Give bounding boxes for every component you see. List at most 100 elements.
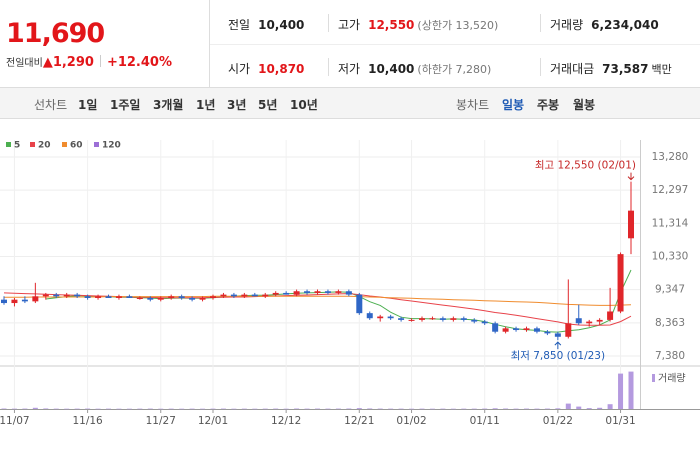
candle-body [147, 297, 154, 300]
quote-cell: 거래대금 73,587 백만 [550, 60, 672, 77]
candle-body [272, 292, 279, 295]
quote-label: 고가 [338, 18, 361, 32]
tab[interactable]: 5년 [258, 98, 278, 112]
legend-label: 5 [14, 141, 20, 151]
volume-bar [555, 408, 561, 409]
candle-body [84, 296, 91, 298]
volume-bar [576, 406, 582, 409]
candle-body [345, 291, 352, 295]
candle-body [230, 294, 237, 297]
volume-bar [440, 408, 446, 410]
volume-bar [597, 407, 603, 409]
volume-bar [534, 408, 540, 410]
candle-body [95, 296, 102, 298]
y-tick-label: 12,297 [652, 184, 689, 196]
tab[interactable]: 일봉 [502, 98, 525, 112]
candle-body [21, 299, 28, 302]
quote-label: 거래량 [550, 18, 584, 32]
tab[interactable]: 3개월 [153, 98, 184, 112]
low-annotation: 최저 7,850 (01/23) [511, 350, 606, 362]
quote-label: 저가 [338, 62, 361, 76]
candle-body [63, 294, 70, 297]
volume-bar [116, 408, 122, 410]
tab-group-label: 봉차트 [456, 98, 490, 112]
y-tick-label: 11,314 [652, 217, 689, 229]
volume-bar [607, 404, 613, 409]
volume-bar [168, 408, 174, 410]
quote-label: 전일 [228, 18, 251, 32]
volume-label: 거래량 [658, 373, 686, 385]
candle-body [356, 294, 363, 314]
candle-body [42, 294, 49, 297]
volume-bar [461, 408, 467, 410]
candle-body [11, 299, 18, 304]
quote-value: 73,587 [602, 62, 649, 76]
change-value: 1,290 [52, 55, 94, 70]
volume-bar [450, 408, 456, 410]
candle-body [523, 328, 530, 331]
volume-bar [210, 408, 216, 410]
quote-cell: 시가 10,870 [228, 60, 304, 77]
candle-body [596, 319, 603, 322]
quote-label: 거래대금 [550, 62, 595, 76]
candle-body [168, 296, 175, 298]
quote-value: 12,550 [368, 18, 415, 32]
volume-bar [95, 408, 101, 410]
quote-note: 백만 [651, 63, 672, 76]
y-tick-label: 10,330 [652, 251, 689, 263]
tab[interactable]: 1주일 [110, 98, 141, 112]
tab[interactable]: 1년 [196, 98, 216, 112]
tab-group-label: 선차트 [34, 98, 68, 112]
x-tick-label: 12/21 [344, 415, 374, 427]
candle-body [105, 296, 112, 298]
tab[interactable]: 10년 [290, 98, 318, 112]
quote-header: 11,690 전일대비▲1,290 +12.40% 전일 10,400 고가 12,5… [0, 0, 700, 88]
candle-body [460, 318, 467, 320]
candle-body [628, 210, 634, 239]
change-pct: +12.40% [106, 55, 172, 70]
candle-body [324, 291, 331, 293]
volume-bar [85, 408, 91, 410]
volume-bar [356, 408, 362, 409]
candle-body [565, 323, 572, 337]
tab[interactable]: 주봉 [537, 98, 560, 112]
candle-body [429, 318, 436, 320]
volume-bar [179, 408, 185, 410]
tab[interactable]: 월봉 [573, 98, 596, 112]
volume-bar [325, 408, 331, 410]
high-annotation: 최고 12,550 (02/01) [535, 160, 636, 172]
y-tick-label: 9,347 [655, 284, 685, 296]
tab[interactable]: 1일 [78, 98, 98, 112]
volume-bar [1, 408, 7, 410]
volume-bar [64, 408, 70, 410]
volume-bar [377, 408, 383, 410]
candle-body [419, 318, 425, 320]
volume-bar [106, 408, 111, 410]
volume-bar [53, 408, 59, 410]
candle-body [586, 321, 593, 324]
y-tick-label: 8,363 [655, 317, 685, 329]
candle-body [262, 294, 269, 297]
volume-bar [200, 408, 206, 410]
x-tick-label: 01/02 [396, 415, 426, 427]
candle-body [544, 331, 551, 334]
volume-bar [22, 408, 28, 410]
candle-body [283, 292, 290, 295]
volume-bar [74, 408, 80, 410]
y-tick-label: 7,380 [655, 350, 685, 362]
tab[interactable]: 3년 [227, 98, 247, 112]
volume-bar [158, 408, 164, 410]
candle-body [136, 297, 143, 299]
candle-body [304, 291, 311, 293]
x-tick-label: 12/12 [271, 415, 301, 427]
candle-body [366, 313, 373, 319]
volume-bar [513, 408, 519, 410]
candle-body [189, 297, 196, 300]
quote-value: 10,400 [368, 62, 415, 76]
quote-cell: 저가 10,400 (하한가 7,280) [338, 60, 491, 77]
quote-note: (하한가 7,280) [417, 63, 492, 76]
legend-label: 20 [38, 141, 51, 151]
volume-bar [367, 408, 373, 409]
candle-body [471, 319, 478, 322]
volume-bar [482, 408, 488, 410]
